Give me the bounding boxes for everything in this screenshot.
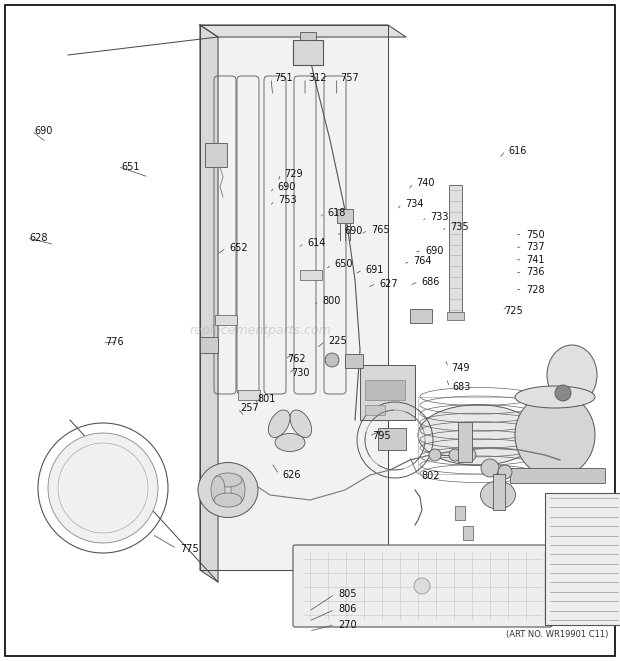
Polygon shape <box>200 25 218 582</box>
Bar <box>365 380 405 400</box>
Text: 795: 795 <box>372 431 391 442</box>
Text: 690: 690 <box>35 126 53 136</box>
Circle shape <box>464 449 476 461</box>
Text: 749: 749 <box>451 362 470 373</box>
Text: 270: 270 <box>338 619 356 630</box>
Ellipse shape <box>231 476 245 504</box>
Text: 802: 802 <box>422 471 440 481</box>
Text: 626: 626 <box>282 469 301 480</box>
Circle shape <box>325 353 339 367</box>
Text: 650: 650 <box>335 259 353 270</box>
Bar <box>510 468 605 483</box>
Text: 734: 734 <box>405 198 423 209</box>
Text: 225: 225 <box>329 336 347 346</box>
Bar <box>449 185 462 315</box>
Text: 651: 651 <box>121 161 140 172</box>
Text: 762: 762 <box>288 354 306 364</box>
Polygon shape <box>200 25 388 570</box>
Ellipse shape <box>515 393 595 477</box>
Ellipse shape <box>48 433 158 543</box>
Circle shape <box>481 459 499 477</box>
Bar <box>337 209 353 223</box>
Text: 728: 728 <box>526 284 544 295</box>
FancyBboxPatch shape <box>293 545 552 627</box>
Text: 775: 775 <box>180 543 198 554</box>
Text: 740: 740 <box>417 178 435 188</box>
Text: (ART NO. WR19901 C11): (ART NO. WR19901 C11) <box>506 630 608 639</box>
Ellipse shape <box>515 386 595 408</box>
Polygon shape <box>200 25 406 37</box>
Text: 683: 683 <box>453 382 471 393</box>
Text: 806: 806 <box>338 604 356 615</box>
Circle shape <box>449 449 461 461</box>
Bar <box>200 337 218 353</box>
Text: 257: 257 <box>241 403 259 414</box>
Text: 729: 729 <box>284 169 303 179</box>
Bar <box>300 32 316 40</box>
Ellipse shape <box>547 345 597 405</box>
Text: 628: 628 <box>30 233 48 243</box>
Text: 690: 690 <box>345 226 363 237</box>
Text: 757: 757 <box>340 73 358 83</box>
Text: 736: 736 <box>526 267 544 278</box>
Circle shape <box>414 578 430 594</box>
Text: 730: 730 <box>291 368 310 379</box>
Bar <box>378 428 406 450</box>
Bar <box>418 397 538 473</box>
Text: 776: 776 <box>105 337 124 348</box>
Bar <box>463 526 473 540</box>
Bar <box>493 474 505 510</box>
Ellipse shape <box>275 434 305 451</box>
Text: 764: 764 <box>414 256 432 266</box>
Text: 800: 800 <box>322 296 341 307</box>
Bar <box>360 365 415 420</box>
Bar <box>545 493 620 625</box>
Text: 750: 750 <box>526 229 544 240</box>
Text: 737: 737 <box>526 242 544 253</box>
Text: 652: 652 <box>229 243 248 253</box>
Circle shape <box>429 449 441 461</box>
Bar <box>410 309 432 323</box>
Text: 690: 690 <box>425 245 444 256</box>
Circle shape <box>555 385 571 401</box>
Text: 618: 618 <box>327 208 346 218</box>
Ellipse shape <box>290 410 312 438</box>
Text: 751: 751 <box>274 73 293 83</box>
Text: 735: 735 <box>450 221 469 232</box>
Text: 733: 733 <box>430 212 449 222</box>
Bar <box>345 354 363 368</box>
Text: 805: 805 <box>338 589 356 600</box>
Text: 686: 686 <box>422 276 440 287</box>
Text: 801: 801 <box>257 393 276 404</box>
Bar <box>293 40 323 65</box>
Ellipse shape <box>418 405 538 465</box>
Text: replacementparts.com: replacementparts.com <box>190 324 331 337</box>
Text: 765: 765 <box>371 225 389 235</box>
Text: 690: 690 <box>278 182 296 192</box>
Ellipse shape <box>198 463 258 518</box>
Bar <box>458 422 472 462</box>
Bar <box>365 405 385 415</box>
Text: 312: 312 <box>308 73 327 83</box>
Ellipse shape <box>480 481 515 509</box>
Ellipse shape <box>211 476 225 504</box>
Ellipse shape <box>268 410 290 438</box>
Text: 741: 741 <box>526 254 544 265</box>
Text: 753: 753 <box>278 195 296 206</box>
Bar <box>455 506 465 520</box>
Bar <box>300 270 322 280</box>
Circle shape <box>498 465 512 479</box>
Bar <box>447 312 464 320</box>
Ellipse shape <box>214 473 242 487</box>
Bar <box>215 315 237 325</box>
Text: 691: 691 <box>366 264 384 275</box>
Text: 725: 725 <box>505 305 523 316</box>
Text: 627: 627 <box>379 278 398 289</box>
Text: 616: 616 <box>508 145 527 156</box>
Bar <box>205 143 227 167</box>
Bar <box>238 390 260 400</box>
Ellipse shape <box>214 493 242 507</box>
Text: 614: 614 <box>308 238 326 249</box>
